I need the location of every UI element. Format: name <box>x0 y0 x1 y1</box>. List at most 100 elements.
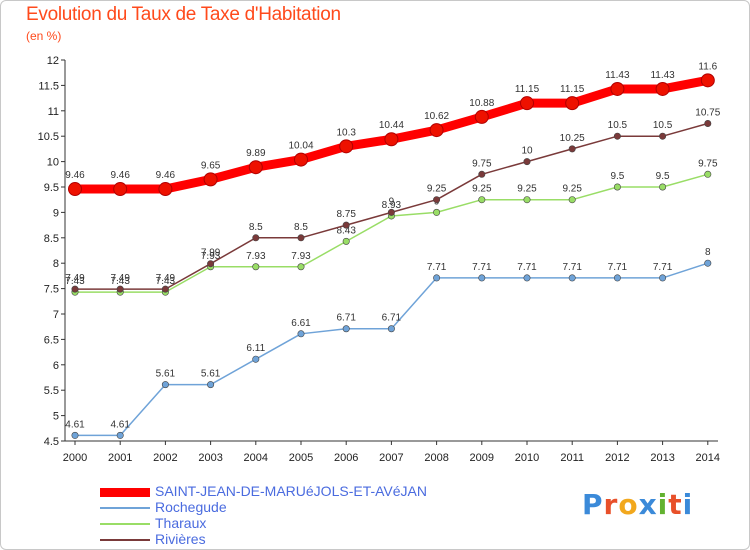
proxiti-logo: Proxiti <box>582 488 694 521</box>
legend-label: Rivières <box>155 531 206 547</box>
data-point <box>659 132 667 140</box>
data-label: 10 <box>521 146 533 157</box>
data-point <box>523 158 531 166</box>
data-point <box>659 183 667 191</box>
data-point <box>523 274 531 282</box>
data-label: 9.5 <box>610 171 624 182</box>
data-label: 5.61 <box>156 369 176 380</box>
data-label: 7.93 <box>291 251 311 262</box>
data-label: 7.49 <box>156 273 176 284</box>
data-label: 7.99 <box>201 248 221 259</box>
data-label: 6.71 <box>382 313 402 324</box>
y-tick-label: 5.5 <box>44 385 59 397</box>
data-label: 9.46 <box>156 170 176 181</box>
data-label: 9.25 <box>472 184 492 195</box>
data-point <box>342 237 350 245</box>
data-point <box>161 381 169 389</box>
data-point <box>568 274 576 282</box>
data-point <box>161 285 169 293</box>
data-point <box>387 325 395 333</box>
data-label: 8.93 <box>382 200 402 211</box>
x-tick-label: 2004 <box>244 452 268 464</box>
data-label: 9.25 <box>427 184 447 195</box>
data-label: 7.43 <box>156 276 176 287</box>
data-point <box>339 139 354 154</box>
data-point <box>433 196 441 204</box>
data-point <box>248 160 263 175</box>
data-point <box>113 182 128 197</box>
y-tick-label: 11.5 <box>38 80 59 92</box>
legend-swatch <box>100 507 150 509</box>
data-point <box>207 260 215 268</box>
y-tick-label: 7.5 <box>44 284 59 296</box>
data-point <box>568 196 576 204</box>
data-point <box>655 81 670 96</box>
data-point <box>252 355 260 363</box>
data-point <box>704 259 712 267</box>
data-point <box>659 274 667 282</box>
data-label: 9 <box>389 196 395 207</box>
data-point <box>433 274 441 282</box>
x-tick-label: 2009 <box>470 452 494 464</box>
y-tick-label: 8 <box>53 258 59 270</box>
y-tick-label: 4.5 <box>44 436 59 448</box>
x-tick-label: 2003 <box>198 452 222 464</box>
y-tick-label: 6 <box>53 360 59 372</box>
y-tick-label: 9 <box>53 207 59 219</box>
data-label: 10.62 <box>424 111 449 122</box>
data-label: 9.5 <box>656 171 670 182</box>
data-label: 11.15 <box>515 84 540 95</box>
x-tick-label: 2011 <box>560 452 584 464</box>
data-label: 9.75 <box>472 158 492 169</box>
chart-title: Evolution du Taux de Taxe d'Habitation <box>26 4 341 25</box>
data-point <box>342 325 350 333</box>
data-label: 9.89 <box>246 148 266 159</box>
data-point <box>297 330 305 338</box>
x-tick-label: 2008 <box>424 452 448 464</box>
data-point <box>252 263 260 271</box>
data-label: 7.43 <box>110 276 130 287</box>
x-tick-label: 2013 <box>650 452 674 464</box>
data-label: 10.88 <box>469 98 494 109</box>
x-tick-label: 2002 <box>153 452 177 464</box>
data-point <box>433 208 441 216</box>
x-tick-label: 2005 <box>289 452 313 464</box>
data-label: 8.5 <box>249 222 263 233</box>
y-tick-label: 9.5 <box>44 182 59 194</box>
data-label: 8.75 <box>336 209 356 220</box>
data-label: 9.46 <box>65 170 85 181</box>
data-label: 7.71 <box>653 262 673 273</box>
data-point <box>568 145 576 153</box>
data-label: 7.93 <box>246 251 266 262</box>
data-label: 7.49 <box>110 273 130 284</box>
data-label: 11.15 <box>560 84 585 95</box>
x-tick-label: 2010 <box>515 452 539 464</box>
data-label: 9.25 <box>562 184 582 195</box>
data-label: 8 <box>705 247 711 258</box>
data-point <box>478 170 486 178</box>
data-label: 11.6 <box>698 61 717 72</box>
data-label: 6.61 <box>291 318 311 329</box>
data-point <box>342 221 350 229</box>
data-point <box>158 182 173 197</box>
data-point <box>68 182 82 197</box>
legend-swatch <box>100 539 150 541</box>
data-point <box>478 274 486 282</box>
data-point <box>704 170 712 178</box>
y-tick-label: 10.5 <box>38 131 59 143</box>
data-label: 10.5 <box>608 120 628 131</box>
data-label: 6.71 <box>336 313 356 324</box>
y-tick-label: 7 <box>53 309 59 321</box>
y-tick-label: 10 <box>47 157 59 169</box>
data-label: 8.43 <box>336 225 356 236</box>
y-tick-label: 12 <box>47 55 59 67</box>
data-label: 10.44 <box>379 120 404 131</box>
data-label: 11.43 <box>650 70 675 81</box>
x-tick-label: 2014 <box>696 452 720 464</box>
data-point <box>116 431 124 439</box>
data-point <box>610 81 625 96</box>
data-point <box>520 96 534 111</box>
data-point <box>71 431 79 439</box>
legend-label: SAINT-JEAN-DE-MARUéJOLS-ET-AVéJAN <box>155 483 428 499</box>
data-label: 7.71 <box>608 262 628 273</box>
